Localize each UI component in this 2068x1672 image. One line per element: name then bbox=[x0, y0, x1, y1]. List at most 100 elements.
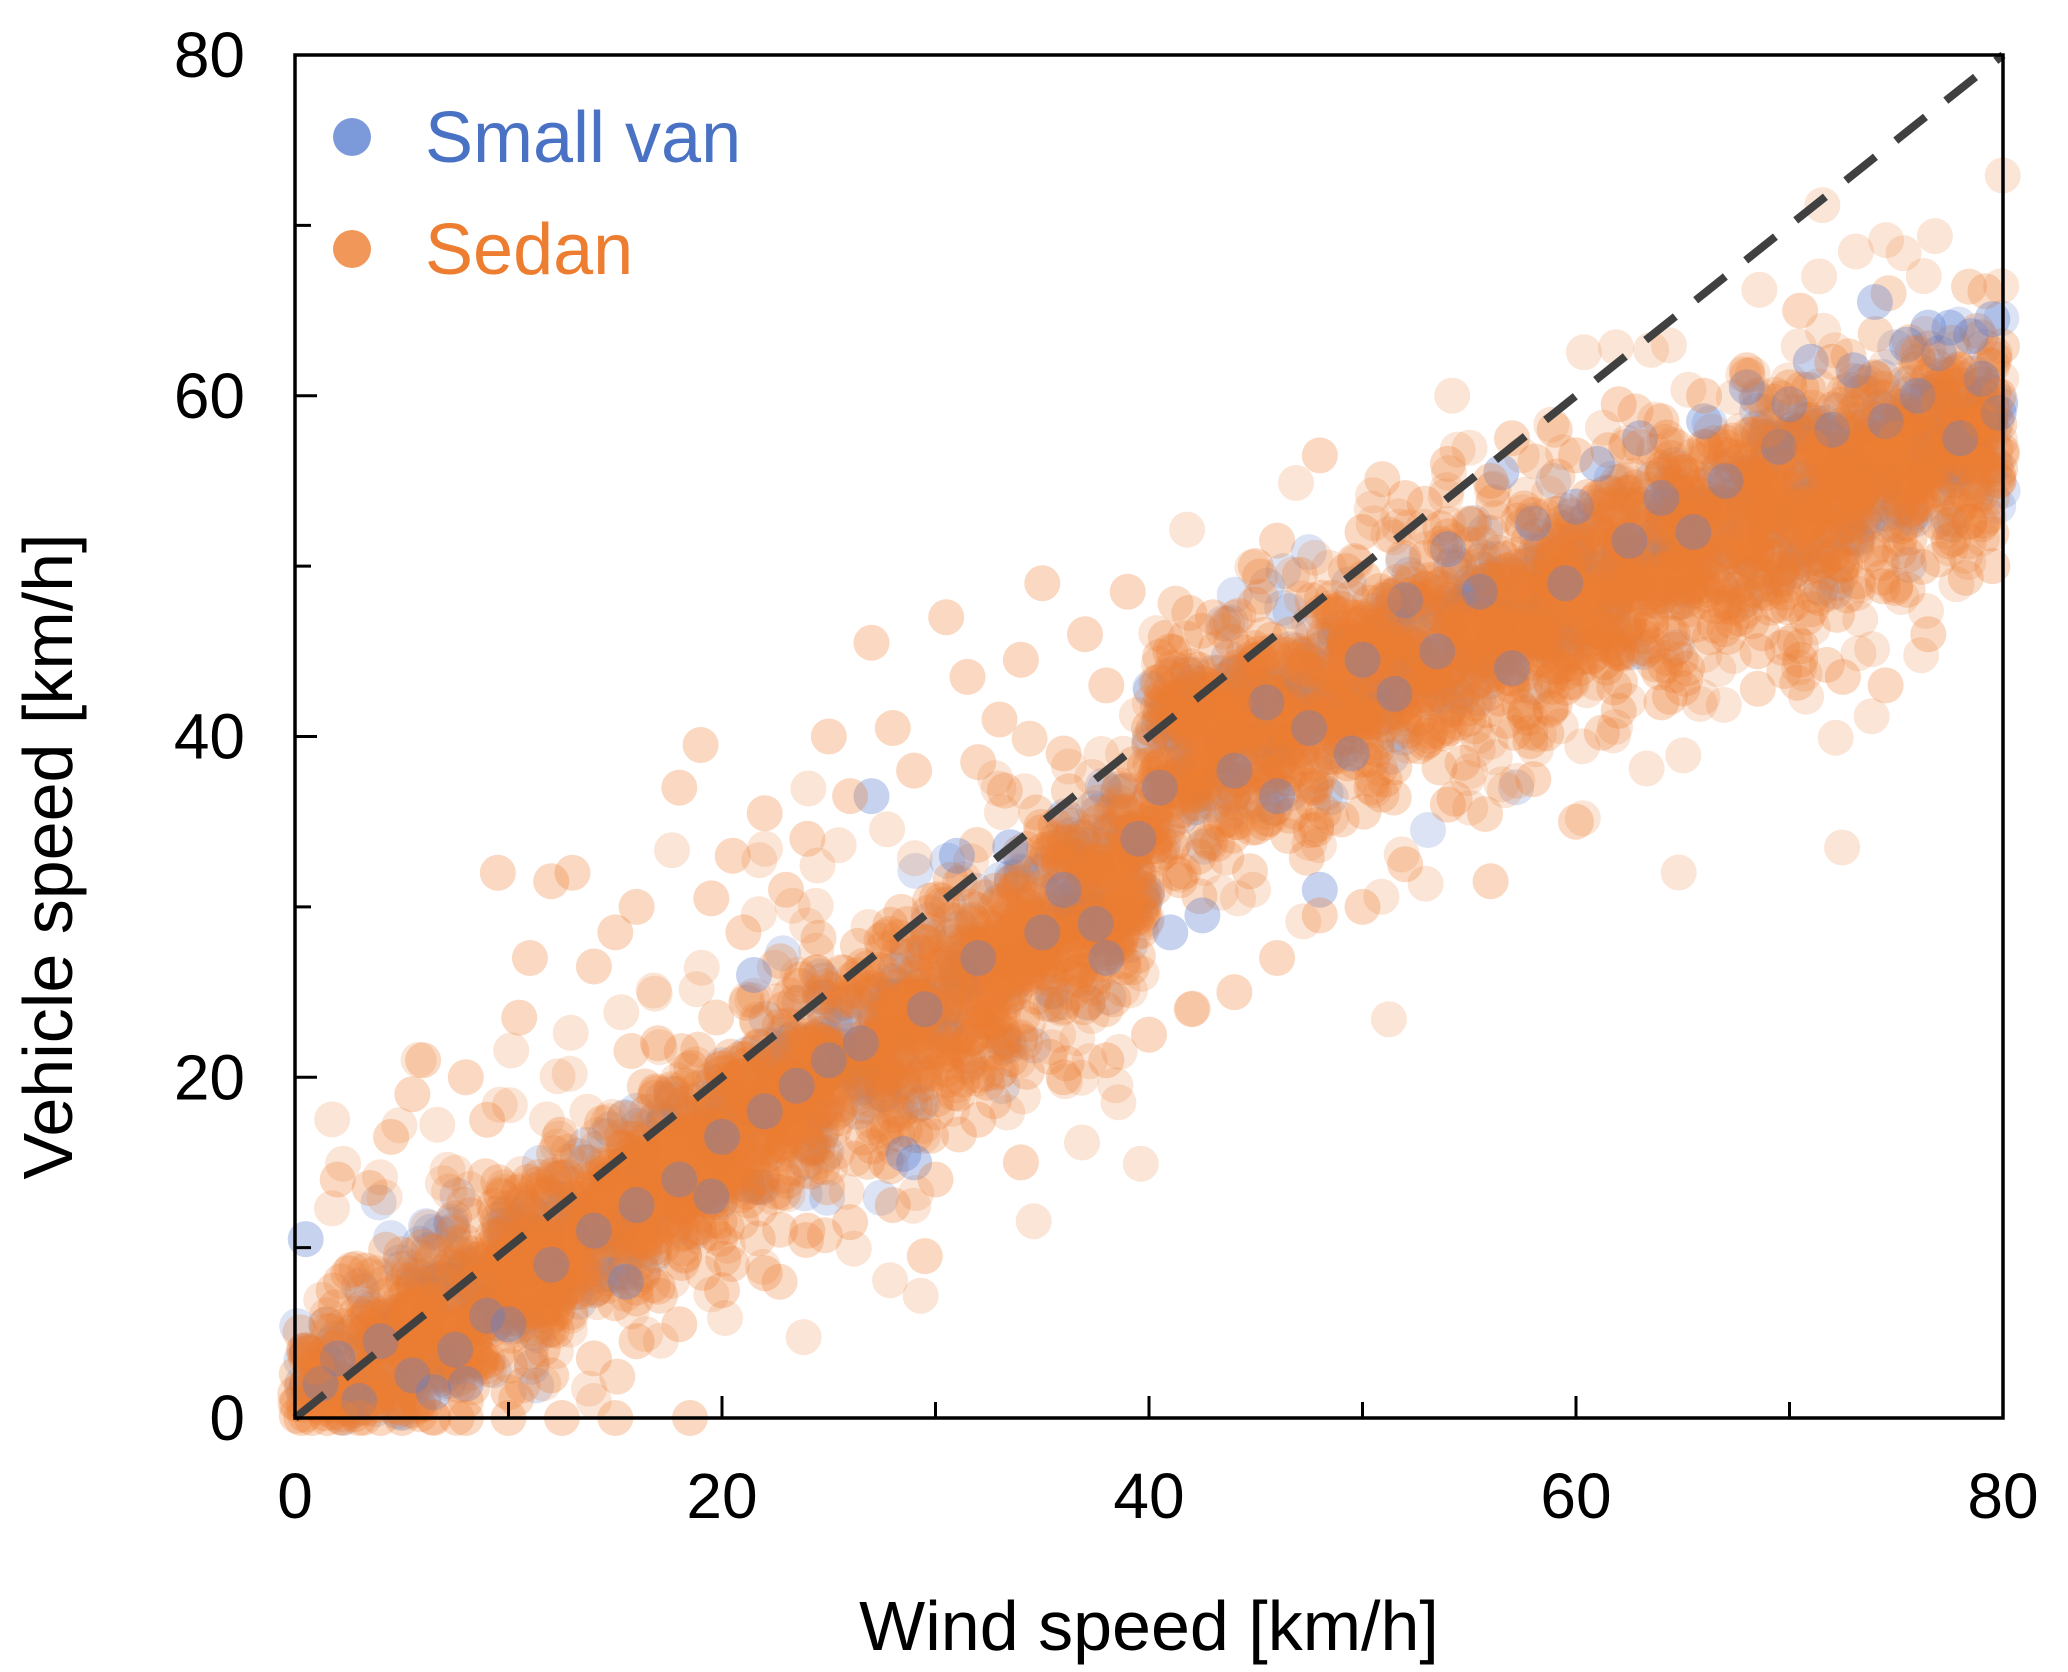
data-point-small-van bbox=[1331, 624, 1368, 661]
data-point-small-van bbox=[1276, 700, 1312, 737]
data-point-small-van bbox=[689, 1116, 726, 1153]
data-point-sedan bbox=[1040, 1016, 1076, 1053]
data-point-small-van bbox=[1594, 544, 1631, 581]
data-point-small-van bbox=[1970, 396, 2007, 433]
data-point-small-van bbox=[1477, 540, 1514, 577]
data-point-small-van bbox=[1169, 655, 1206, 692]
data-point-small-van bbox=[1861, 389, 1898, 426]
data-point-small-van bbox=[1073, 877, 1110, 914]
data-point-small-van bbox=[1457, 575, 1494, 612]
data-point-small-van bbox=[1116, 834, 1153, 871]
data-point-small-van bbox=[1119, 853, 1156, 890]
data-point-small-van bbox=[1524, 568, 1561, 605]
data-point-small-van bbox=[635, 1237, 672, 1274]
data-point-small-van bbox=[1395, 606, 1432, 643]
data-point-small-van bbox=[1069, 985, 1106, 1022]
data-point-small-van bbox=[998, 929, 1035, 966]
data-point-small-van bbox=[1513, 502, 1549, 539]
data-point-small-van bbox=[1437, 588, 1474, 625]
data-point-small-van bbox=[779, 1050, 816, 1086]
data-point-small-van bbox=[475, 1352, 512, 1389]
data-point-small-van bbox=[1739, 381, 1776, 418]
data-point-small-van bbox=[1182, 684, 1219, 721]
data-point-small-van bbox=[1770, 514, 1807, 551]
data-point-small-van bbox=[1551, 562, 1588, 599]
data-point-small-van bbox=[1651, 554, 1688, 591]
data-point-small-van bbox=[395, 1268, 432, 1305]
data-point-small-van bbox=[970, 924, 1007, 961]
data-point-small-van bbox=[1114, 809, 1151, 846]
data-point-small-van bbox=[722, 1102, 759, 1138]
data-point-small-van bbox=[1635, 582, 1672, 619]
data-point-small-van bbox=[1820, 442, 1856, 479]
data-point-small-van bbox=[1000, 925, 1037, 962]
data-point-small-van bbox=[575, 1219, 612, 1256]
data-point-small-van bbox=[1455, 643, 1492, 680]
data-point-small-van bbox=[1366, 617, 1403, 654]
data-point-small-van bbox=[1670, 523, 1707, 559]
data-point-sedan bbox=[1794, 609, 1831, 646]
data-point-small-van bbox=[421, 1215, 458, 1252]
data-point-small-van bbox=[379, 1392, 416, 1429]
data-point-small-van bbox=[1399, 656, 1436, 693]
data-point-small-van bbox=[1332, 624, 1369, 660]
data-point-small-van bbox=[802, 1015, 839, 1052]
data-point-small-van bbox=[802, 1118, 839, 1155]
data-point-small-van bbox=[1410, 684, 1447, 721]
data-point-small-van bbox=[654, 1163, 691, 1200]
data-point-small-van bbox=[817, 1052, 853, 1089]
data-point-small-van bbox=[1575, 563, 1612, 600]
data-point-small-van bbox=[1876, 458, 1913, 495]
data-point-small-van bbox=[937, 954, 974, 990]
data-point-small-van bbox=[1873, 449, 1910, 485]
data-point-small-van bbox=[733, 1099, 770, 1136]
data-point-small-van bbox=[1749, 514, 1786, 551]
data-point-small-van bbox=[1775, 418, 1812, 455]
data-point-small-van bbox=[871, 992, 907, 1028]
data-point-small-van bbox=[1803, 570, 1839, 607]
data-point-small-van bbox=[726, 1070, 763, 1107]
data-point-small-van bbox=[429, 1328, 466, 1365]
data-point-small-van bbox=[611, 1228, 648, 1265]
data-point-small-van bbox=[1046, 875, 1083, 911]
data-point-small-van bbox=[1835, 449, 1871, 486]
data-point-small-van bbox=[1383, 676, 1420, 713]
data-point-small-van bbox=[1764, 480, 1801, 517]
data-point-small-van bbox=[1478, 650, 1515, 687]
data-point-small-van bbox=[1515, 623, 1552, 660]
data-point-small-van bbox=[502, 1212, 539, 1249]
data-point-small-van bbox=[526, 1228, 563, 1265]
data-point-small-van bbox=[378, 1311, 415, 1348]
data-point-small-van bbox=[1687, 544, 1724, 581]
data-point-small-van bbox=[627, 1175, 664, 1211]
data-point-small-van bbox=[425, 1304, 462, 1341]
data-point-small-van bbox=[1203, 752, 1240, 789]
data-point-small-van bbox=[692, 1097, 728, 1134]
data-point-small-van bbox=[1282, 731, 1319, 768]
data-point-small-van bbox=[1068, 850, 1105, 886]
data-point-small-van bbox=[1534, 604, 1570, 641]
data-point-small-van bbox=[1522, 607, 1559, 644]
data-point-small-van bbox=[768, 1024, 805, 1061]
data-point-small-van bbox=[584, 1237, 621, 1274]
data-point-small-van bbox=[1909, 376, 1946, 413]
data-point-small-van bbox=[854, 1037, 891, 1074]
data-point-small-van bbox=[815, 1071, 851, 1108]
data-point-small-van bbox=[1613, 546, 1650, 583]
data-point-small-van bbox=[1060, 869, 1097, 906]
data-point-small-van bbox=[1556, 545, 1593, 581]
data-point-small-van bbox=[1373, 598, 1410, 635]
data-point-small-van bbox=[1873, 454, 1909, 490]
data-point-small-van bbox=[1965, 366, 2001, 403]
data-point-small-van bbox=[656, 1211, 693, 1248]
data-point-small-van bbox=[644, 1080, 681, 1117]
data-point-small-van bbox=[1307, 775, 1344, 811]
data-point-small-van bbox=[1531, 542, 1567, 579]
data-point-small-van bbox=[1805, 528, 1842, 565]
data-point-small-van bbox=[950, 949, 987, 986]
data-point-small-van bbox=[1593, 460, 1630, 497]
data-point-small-van bbox=[1343, 647, 1380, 683]
data-point-small-van bbox=[1237, 754, 1274, 791]
data-point-small-van bbox=[418, 1306, 455, 1343]
data-point-small-van bbox=[965, 937, 1002, 973]
